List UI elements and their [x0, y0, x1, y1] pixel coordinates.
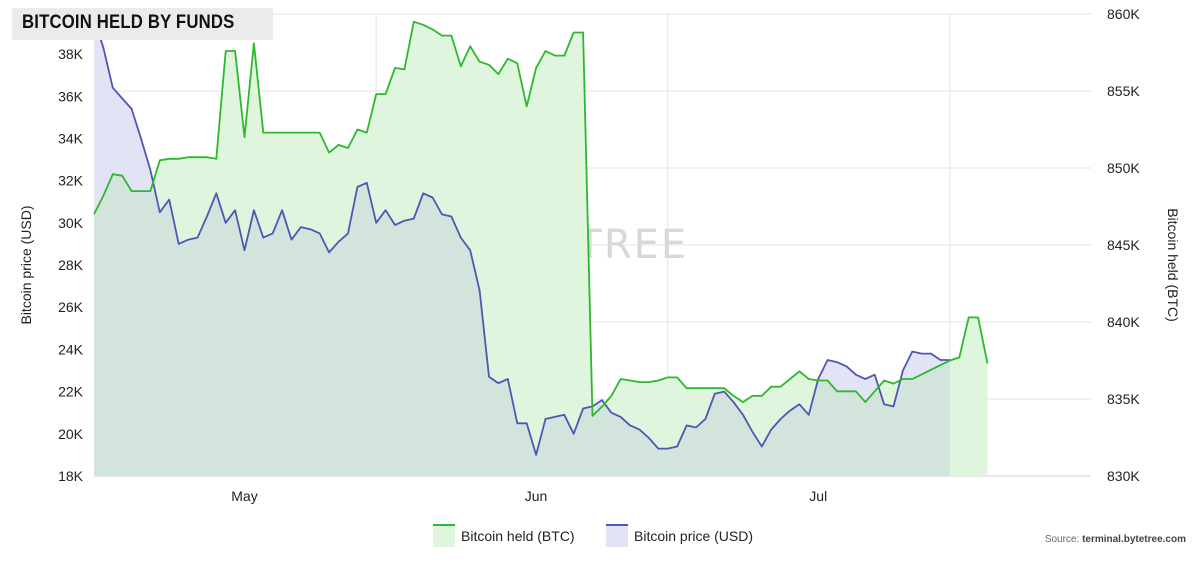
series-areas [94, 18, 988, 476]
legend-item-held[interactable]: Bitcoin held (BTC) [433, 524, 575, 547]
legend-item-price[interactable]: Bitcoin price (USD) [606, 524, 753, 547]
right-tick-label: 845K [1107, 237, 1140, 253]
left-tick-label: 36K [58, 88, 84, 104]
left-tick-label: 34K [58, 130, 84, 146]
x-axis-ticks: May Jun Jul [231, 488, 827, 504]
left-tick-label: 18K [58, 468, 84, 484]
overlap-area [94, 21, 950, 476]
left-tick-label: 28K [58, 257, 84, 273]
left-tick-label: 26K [58, 299, 84, 315]
legend-label-price: Bitcoin price (USD) [634, 528, 753, 544]
chart-title: BITCOIN HELD BY FUNDS [22, 12, 235, 33]
left-tick-label: 20K [58, 426, 84, 442]
x-tick-label: Jun [525, 488, 548, 504]
left-tick-label: 22K [58, 384, 84, 400]
left-tick-label: 24K [58, 341, 84, 357]
series-lines [93, 17, 989, 456]
x-tick-label: May [231, 488, 257, 504]
source-link[interactable]: terminal.bytetree.com [1082, 534, 1186, 545]
price-line [93, 17, 950, 456]
right-tick-label: 855K [1107, 83, 1140, 99]
right-tick-label: 830K [1107, 468, 1140, 484]
left-tick-label: 32K [58, 173, 84, 189]
x-tick-label: Jul [809, 488, 827, 504]
right-tick-label: 850K [1107, 160, 1140, 176]
legend: Bitcoin held (BTC) Bitcoin price (USD) [433, 524, 753, 547]
left-tick-label: 30K [58, 215, 84, 231]
right-tick-label: 840K [1107, 314, 1140, 330]
right-tick-label: 860K [1107, 6, 1140, 22]
left-tick-label: 38K [58, 46, 84, 62]
held-line [93, 20, 989, 417]
source-label: Source: [1044, 534, 1080, 545]
legend-swatch-price [606, 525, 628, 547]
left-axis-title: Bitcoin price (USD) [18, 205, 34, 324]
legend-label-held: Bitcoin held (BTC) [461, 528, 575, 544]
right-tick-label: 835K [1107, 391, 1140, 407]
legend-swatch-held [433, 525, 455, 547]
source-note: Source: terminal.bytetree.com [1045, 534, 1186, 545]
right-axis-title: Bitcoin held (BTC) [1165, 208, 1181, 322]
chart-title-box: BITCOIN HELD BY FUNDS [12, 8, 274, 40]
right-axis-ticks: 830K 835K 840K 845K 850K 855K 860K [1107, 6, 1140, 484]
left-axis-ticks: 18K 20K 22K 24K 26K 28K 30K 32K 34K 36K 38K [58, 46, 84, 484]
